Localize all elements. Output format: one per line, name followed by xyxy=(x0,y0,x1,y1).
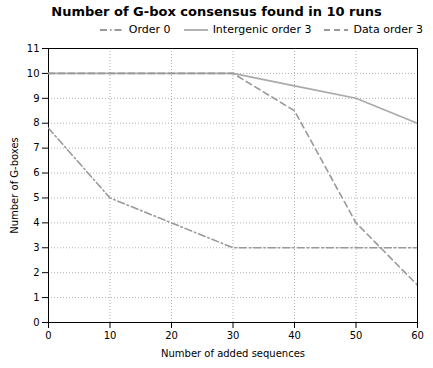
svg-text:3: 3 xyxy=(33,242,39,253)
svg-text:2: 2 xyxy=(33,267,39,278)
svg-text:0: 0 xyxy=(45,330,51,341)
svg-text:7: 7 xyxy=(33,142,39,153)
svg-text:4: 4 xyxy=(33,217,39,228)
svg-text:1: 1 xyxy=(33,292,39,303)
svg-text:11: 11 xyxy=(27,43,40,54)
svg-text:Number of G-boxes: Number of G-boxes xyxy=(9,137,20,234)
svg-text:50: 50 xyxy=(350,330,363,341)
html-text:Order 0: Order 0 xyxy=(128,23,171,36)
html-text:Intergenic order 3: Intergenic order 3 xyxy=(212,23,312,36)
svg-text:60: 60 xyxy=(411,330,424,341)
svg-text:20: 20 xyxy=(165,330,178,341)
html-text:Data order 3: Data order 3 xyxy=(353,23,423,36)
html-text:Number of G-box consensus foun: Number of G-box consensus found in 10 ru… xyxy=(51,4,382,19)
svg-text:10: 10 xyxy=(104,330,117,341)
svg-text:0: 0 xyxy=(33,317,39,328)
svg-text:Number of added sequences: Number of added sequences xyxy=(161,348,305,359)
svg-text:9: 9 xyxy=(33,93,39,104)
svg-text:6: 6 xyxy=(33,167,39,178)
svg-text:5: 5 xyxy=(33,192,39,203)
svg-text:10: 10 xyxy=(27,68,40,79)
svg-text:40: 40 xyxy=(288,330,301,341)
svg-text:30: 30 xyxy=(227,330,240,341)
svg-text:8: 8 xyxy=(33,117,39,128)
